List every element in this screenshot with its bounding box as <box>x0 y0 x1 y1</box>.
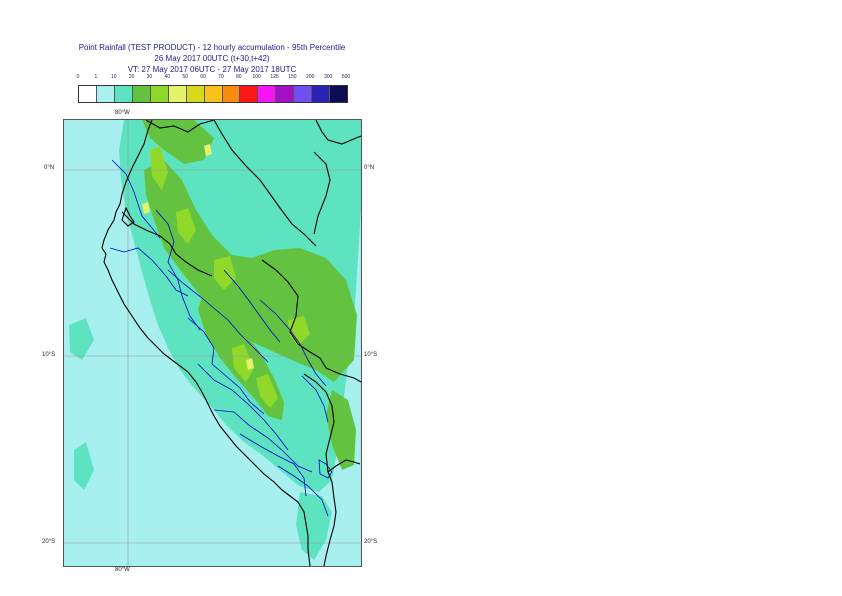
bolivia-brazil-border <box>325 367 361 383</box>
lon-label-top-outside: 80°W <box>115 110 130 116</box>
legend-swatch-4 <box>150 86 169 102</box>
rain-band-20-30-north <box>142 120 214 164</box>
border-south-2 <box>239 433 307 497</box>
border-south-3 <box>277 465 329 517</box>
legend-threshold-label: 50 <box>182 74 188 80</box>
title-line-2: 26 May 2017 00UTC (t+30,t+42) <box>154 54 270 63</box>
title-line-3: VT: 27 May 2017 06UTC - 27 May 2017 18UT… <box>127 65 297 74</box>
colombia-brazil-border <box>315 120 361 145</box>
border-north-highlands <box>155 209 201 331</box>
lat-label-20s-right: 20°S <box>364 539 378 545</box>
legend-threshold-label: 500 <box>341 74 351 80</box>
legend-threshold-label: 30 <box>146 74 153 80</box>
legend-threshold-label: 70 <box>218 74 224 80</box>
rain-band-10-20-coast-speckle <box>69 318 94 490</box>
graticule <box>64 120 361 566</box>
legend-swatch-14 <box>330 86 348 102</box>
border-south-1 <box>213 409 313 473</box>
legend-swatch-2 <box>114 86 133 102</box>
legend-threshold-label: 40 <box>164 74 171 80</box>
border-central-3 <box>197 363 289 451</box>
bolivia-chile-border <box>327 459 361 473</box>
legend-swatch-0 <box>79 86 97 102</box>
lat-label-20s-left: 20°S <box>42 539 56 545</box>
legend-swatch-9 <box>240 86 259 102</box>
lat-label-10s-left: 10°S <box>42 352 56 358</box>
internal-borders <box>109 159 333 517</box>
map-canvas[interactable] <box>64 120 361 566</box>
peru-chile-border <box>323 481 337 566</box>
legend-labels: 0 1 10 20 30 40 50 60 70 80 100 125 150 200 300 500 <box>76 74 351 84</box>
peru-colombia-border <box>213 120 317 247</box>
rain-band-20-30-southeast <box>326 390 356 470</box>
border-north-coast-divisions <box>109 247 189 297</box>
legend-threshold-label: 125 <box>270 74 279 80</box>
gulf-of-guayaquil <box>121 206 135 227</box>
border-peru-east-1 <box>223 269 281 343</box>
lat-label-eq-left: 0°N <box>44 165 55 171</box>
legend-swatch-6 <box>186 86 205 102</box>
legend-threshold-label: 20 <box>128 74 135 80</box>
lat-label-10s-right: 10°S <box>364 352 378 358</box>
legend-swatch-11 <box>276 86 295 102</box>
map-title: Point Rainfall (TEST PRODUCT) - 12 hourl… <box>0 42 424 75</box>
title-line-1: Point Rainfall (TEST PRODUCT) - 12 hourl… <box>78 43 346 52</box>
legend-swatch-10 <box>258 86 277 102</box>
border-bolivia-internal <box>301 375 329 423</box>
legend-swatch-3 <box>132 86 151 102</box>
legend-threshold-label: 300 <box>323 74 333 80</box>
lon-label-bottom: 80°W <box>115 567 130 573</box>
border-peru-east-2 <box>259 299 327 387</box>
map-panel[interactable]: 80°W <box>63 119 362 567</box>
legend-swatch-5 <box>168 86 187 102</box>
legend-threshold-label: 1 <box>94 74 98 80</box>
legend-swatches <box>78 85 348 103</box>
border-central-1 <box>167 269 269 363</box>
legend-threshold-label: 150 <box>288 74 297 80</box>
peru-ecuador-border <box>121 211 213 277</box>
border-ecuador-north <box>111 159 161 239</box>
legend-threshold-label: 200 <box>306 74 315 80</box>
border-central-2 <box>187 317 265 415</box>
legend-swatch-13 <box>312 86 331 102</box>
border-lake-titicaca <box>318 459 333 479</box>
peru-brazil-border <box>261 259 327 369</box>
coastline-pacific <box>101 120 311 566</box>
colombia-venezuela-border <box>313 151 331 235</box>
legend-threshold-label: 80 <box>236 74 242 80</box>
legend-swatch-8 <box>222 86 241 102</box>
legend-swatch-12 <box>294 86 313 102</box>
legend-swatch-1 <box>96 86 115 102</box>
legend-swatch-7 <box>204 86 223 102</box>
legend-threshold-label: 60 <box>200 74 206 80</box>
legend-threshold-label: 10 <box>110 74 117 80</box>
color-legend: 0 1 10 20 30 40 50 60 70 80 100 125 150 200 300 500 <box>76 74 351 103</box>
lat-label-eq-right: 0°N <box>364 165 375 171</box>
coastline-and-borders <box>101 120 361 566</box>
legend-threshold-label: 100 <box>252 74 261 80</box>
ecuador-colombia-border <box>145 120 215 133</box>
legend-threshold-label: 0 <box>76 74 80 80</box>
peru-bolivia-border <box>303 373 335 483</box>
